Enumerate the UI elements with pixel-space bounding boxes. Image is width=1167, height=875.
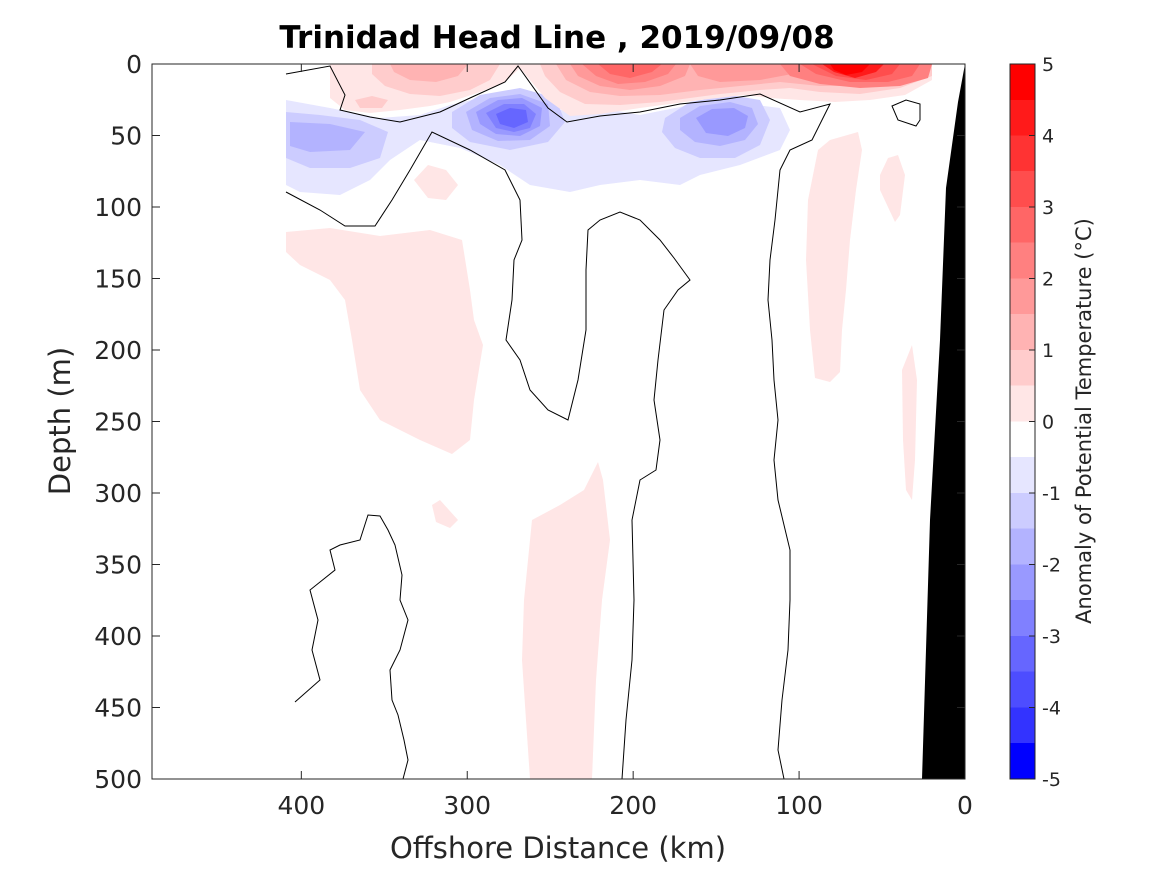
y-tick-label: 500 [94, 765, 142, 794]
y-tick-label: 100 [94, 193, 142, 222]
colorbar-label: Anomaly of Potential Temperature (°C) [1072, 218, 1096, 624]
contour-line-cold-base [285, 131, 691, 779]
colorbar: 5 4 3 2 1 0 -1 -2 -3 -4 -5 Anomaly of Potential Te… [1009, 54, 1096, 791]
plot-area [151, 63, 966, 780]
colorbar-tick-label: 1 [1042, 340, 1054, 362]
contour-fills [285, 64, 932, 779]
x-tick-label: 100 [775, 791, 823, 820]
y-tick-label: 150 [94, 265, 142, 294]
positive-patch-250km [522, 462, 610, 779]
contour-line-nearshore-loop [891, 99, 921, 127]
bathymetry [922, 64, 965, 779]
y-tick-label: 300 [94, 479, 142, 508]
y-tick-label: 0 [126, 50, 142, 79]
colorbar-tick-label: 5 [1042, 54, 1054, 76]
colorbar-tick-label: -2 [1042, 555, 1061, 577]
negative-core-270km-l5 [496, 108, 528, 128]
x-tick-label: 400 [277, 791, 325, 820]
negative-core-380km-inner [290, 122, 365, 152]
colorbar-tick-label: 4 [1042, 126, 1054, 148]
x-tick-label: 0 [957, 791, 973, 820]
colorbar-tick-label: -3 [1042, 626, 1061, 648]
negative-core-150km-l3 [696, 108, 748, 136]
positive-patch-80km [806, 132, 862, 382]
y-tick-label: 250 [94, 408, 142, 437]
positive-patch-offshore [286, 228, 483, 454]
positive-surface-190km-l5 [598, 64, 662, 78]
y-axis: 0 50 100 150 200 250 300 350 400 450 500 [94, 50, 965, 794]
positive-patch-nearshore [902, 345, 917, 500]
colorbar-tick-label: -1 [1042, 483, 1061, 505]
positive-patch-small-310 [432, 500, 458, 528]
x-tick-label: 300 [443, 791, 491, 820]
y-tick-label: 450 [94, 694, 142, 723]
colorbar-tick-label: 2 [1042, 269, 1054, 291]
x-axis: 400 300 200 100 0 [277, 64, 973, 820]
colorbar-tick-label: 0 [1042, 412, 1054, 434]
positive-surface-310km-l2 [390, 64, 468, 82]
contour-line-surface [285, 65, 831, 779]
colorbar-tick-label: 3 [1042, 197, 1054, 219]
y-tick-label: 400 [94, 622, 142, 651]
contour-line-deep-offshore [294, 514, 409, 779]
chart-title: Trinidad Head Line , 2019/09/08 [279, 20, 834, 56]
colorbar-ticks: 5 4 3 2 1 0 -1 -2 -3 -4 -5 [1029, 54, 1061, 791]
positive-surface-150km [690, 64, 800, 82]
y-tick-label: 350 [94, 551, 142, 580]
zero-contours [285, 65, 921, 779]
positive-surface-70km-core [830, 64, 870, 75]
y-tick-label: 50 [110, 122, 142, 151]
positive-patch-small-320 [414, 165, 458, 200]
positive-patch-30km [880, 155, 905, 222]
positive-surface-350km [355, 96, 388, 108]
y-tick-label: 200 [94, 336, 142, 365]
y-axis-label: Depth (m) [43, 347, 77, 495]
x-tick-label: 200 [609, 791, 657, 820]
x-axis-label: Offshore Distance (km) [390, 831, 726, 865]
colorbar-tick-label: -5 [1042, 769, 1061, 791]
colorbar-tick-label: -4 [1042, 698, 1061, 720]
negative-layer [286, 95, 790, 195]
